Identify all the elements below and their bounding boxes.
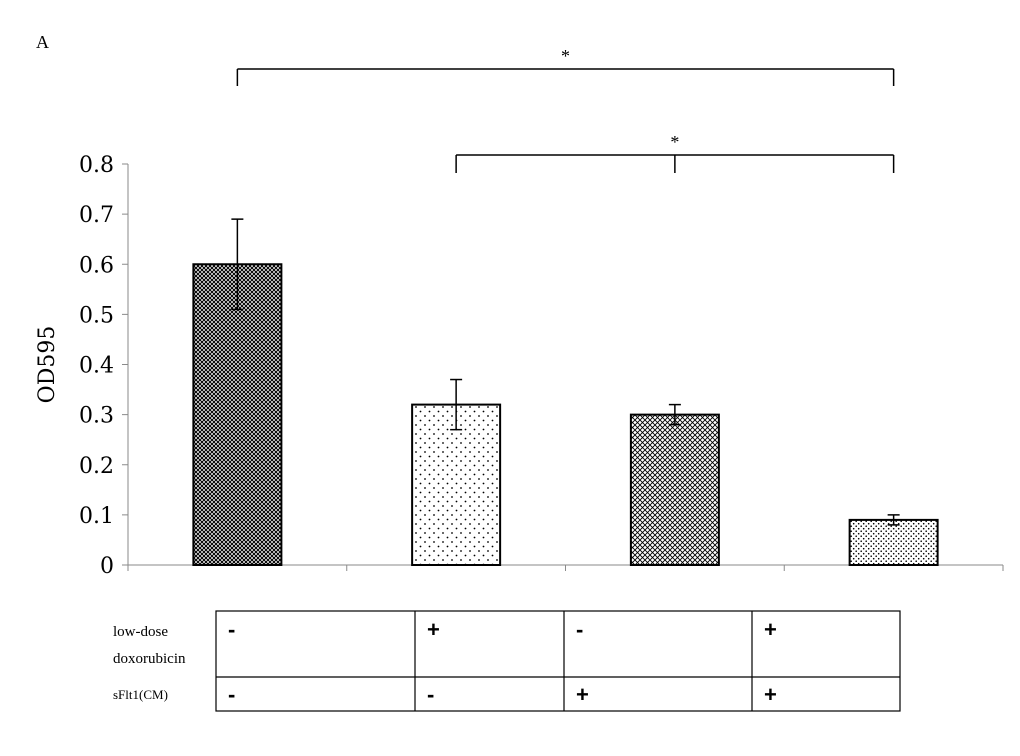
significance-star: * <box>670 132 679 152</box>
bar <box>629 413 720 566</box>
error-bar <box>668 403 681 426</box>
condition-sign: - <box>228 682 235 707</box>
y-tick-label: 0.8 <box>79 153 114 178</box>
condition-sign: - <box>576 617 583 642</box>
bar <box>192 263 283 566</box>
condition-label: low-dose <box>113 624 168 640</box>
condition-row: low-dose doxorubicin - + - + <box>113 617 777 667</box>
error-bar <box>887 514 900 526</box>
condition-sign: - <box>228 617 235 642</box>
y-tick-label: 0.4 <box>79 354 114 379</box>
table-border <box>215 610 901 712</box>
y-tick-label: 0.1 <box>79 504 114 529</box>
condition-label: sFlt1(CM) <box>113 687 168 702</box>
error-bars <box>231 218 900 526</box>
condition-sign: + <box>427 617 440 642</box>
condition-table: low-dose doxorubicin - + - + sFlt1(CM) - - + + <box>113 610 901 712</box>
condition-label: doxorubicin <box>113 651 186 667</box>
condition-sign: + <box>764 617 777 642</box>
error-bar <box>231 218 244 311</box>
condition-grid <box>215 610 901 712</box>
significance-star: * <box>561 46 570 66</box>
error-bar <box>450 378 463 431</box>
condition-sign: - <box>427 682 434 707</box>
condition-row: sFlt1(CM) - - + + <box>113 682 777 707</box>
y-tick-label: 0.2 <box>79 454 114 479</box>
bar <box>848 518 939 567</box>
significance-bracket: * <box>236 46 895 86</box>
condition-sign: + <box>576 682 589 707</box>
y-tick-label: 0.3 <box>79 404 114 429</box>
axes: 0 0.1 0.2 0.3 0.4 0.5 0.6 0.7 0.8 OD595 <box>35 153 1004 579</box>
y-tick-label: 0 <box>100 554 114 579</box>
bar <box>411 403 502 566</box>
y-tick-label: 0.6 <box>79 253 114 278</box>
significance-brackets: ** <box>236 46 895 173</box>
y-tick-label: 0.5 <box>79 303 114 328</box>
bars <box>192 263 939 567</box>
y-tick-label: 0.7 <box>79 203 114 228</box>
y-axis-label: OD595 <box>35 326 60 404</box>
panel-label: A <box>36 32 49 52</box>
condition-sign: + <box>764 682 777 707</box>
significance-bracket: * <box>455 132 895 173</box>
